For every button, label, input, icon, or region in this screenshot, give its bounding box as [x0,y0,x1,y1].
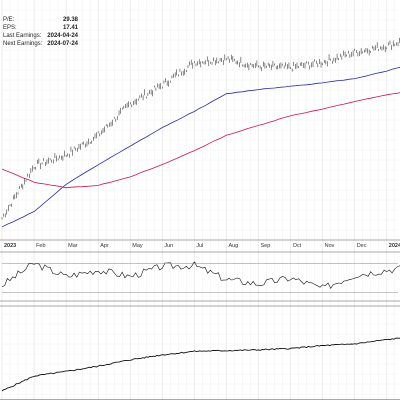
x-tick-label: Jun [164,243,173,249]
relative-line [1,337,400,392]
x-tick-label: Sep [261,243,271,249]
rsi-line [1,261,400,289]
last-earnings-row: Last Earnings: 2024-04-24 [3,32,78,40]
x-tick-label: Feb [36,243,45,249]
fundamentals-box: P/E: 29.38 EPS: 17.41 Last Earnings: 202… [3,16,78,48]
x-tick-label: Mar [68,243,78,249]
pe-label: P/E: [3,17,15,23]
last-earnings-label: Last Earnings: [3,33,42,39]
x-tick-label: 2024 [389,243,400,249]
pe-value: 29.38 [62,17,78,23]
x-tick-label: Nov [325,243,335,249]
pe-row: P/E: 29.38 [3,16,78,24]
x-tick-label: Jul [196,243,203,249]
x-tick-label: Oct [293,243,302,249]
x-tick-label: Dec [357,243,367,249]
x-tick-label: Apr [100,243,109,249]
axis-layer: 2023 Feb Mar Apr May Jun Jul Aug Sep Oct Nov Dec 202… [0,239,400,400]
ma-long-line [1,92,400,189]
eps-row: EPS: 17.41 [3,24,78,32]
last-earnings-value: 2024-04-24 [47,33,78,39]
next-earnings-label: Next Earnings: [3,41,43,47]
eps-value: 17.41 [62,25,78,31]
series-layer [1,37,400,392]
eps-label: EPS: [3,25,17,31]
next-earnings-value: 2024-07-24 [47,41,78,47]
ma-short-line [1,66,400,228]
x-tick-label: Aug [228,243,238,249]
x-tick-label: 2023 [4,243,16,249]
next-earnings-row: Next Earnings: 2024-07-24 [3,40,78,48]
x-tick-label: May [132,243,143,249]
